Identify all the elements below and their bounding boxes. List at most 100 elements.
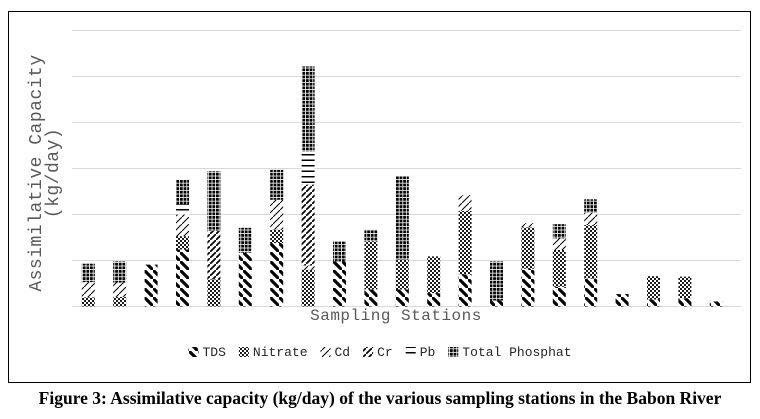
segment-nitrate	[270, 229, 284, 244]
bar-station-11	[395, 176, 409, 307]
figure-caption: Figure 3: Assimilative capacity (kg/day)…	[38, 388, 722, 408]
bar-station-7	[270, 169, 284, 307]
bar-station-4	[176, 179, 189, 307]
segment-nitrate	[458, 210, 472, 275]
segment-tp	[301, 66, 315, 152]
segment-pb	[301, 151, 315, 185]
bar-station-21	[709, 301, 723, 307]
segment-nitrate	[427, 256, 441, 294]
segment-pb	[176, 204, 189, 215]
cr-swatch-icon	[363, 347, 374, 357]
segment-tds	[584, 278, 598, 307]
segment-tp	[270, 169, 284, 200]
segment-tds	[678, 298, 692, 307]
chart-legend: TDS Nitrate Cd Cr Pb Total Phosphat	[188, 345, 572, 360]
segment-tp	[490, 261, 503, 301]
total-phosphat-swatch-icon	[448, 347, 459, 357]
segment-tp	[176, 179, 189, 205]
legend-item-nitrate: Nitrate	[238, 345, 308, 360]
segment-tds	[709, 301, 723, 307]
chart-frame	[8, 11, 751, 383]
bars	[81, 66, 723, 307]
legend-item-cr: Cr	[363, 345, 393, 360]
segment-cd	[458, 195, 472, 211]
segment-tds	[395, 289, 409, 307]
y-axis-label: Assimilative Capacity (kg/day)	[27, 38, 65, 308]
legend-item-pb: Pb	[405, 345, 436, 360]
segment-nitrate	[678, 276, 692, 299]
y-axis-label-line2: (kg/day)	[44, 127, 64, 219]
bar-station-5	[207, 171, 221, 307]
segment-nitrate	[176, 236, 189, 250]
segment-tds	[490, 300, 503, 307]
segment-cd	[113, 282, 127, 297]
segment-tp	[238, 227, 252, 253]
legend-label-total-phosphat: Total Phosphat	[462, 345, 571, 360]
bar-station-1	[81, 263, 95, 307]
segment-cd	[270, 199, 284, 230]
bar-station-20	[678, 276, 692, 307]
segment-tp	[364, 229, 378, 242]
segment-nitrate	[584, 225, 598, 279]
segment-nitrate	[552, 249, 566, 287]
segment-nitrate	[521, 227, 535, 269]
nitrate-swatch-icon	[238, 347, 249, 357]
bar-station-19	[647, 276, 660, 307]
legend-item-cd: Cd	[320, 345, 351, 360]
segment-cd	[176, 214, 189, 237]
legend-label-cd: Cd	[335, 345, 351, 360]
segment-tds	[458, 274, 472, 307]
legend-label-tds: TDS	[203, 345, 227, 360]
segment-tds	[270, 243, 284, 307]
x-axis-label: Sampling Stations	[310, 307, 482, 325]
segment-nitrate	[207, 279, 221, 307]
legend-label-cr: Cr	[377, 345, 393, 360]
bar-station-3	[144, 264, 158, 307]
legend-label-nitrate: Nitrate	[253, 345, 308, 360]
segment-tds	[144, 264, 158, 307]
segment-tds	[176, 249, 189, 307]
bar-station-17	[584, 199, 598, 307]
segment-cr	[207, 231, 221, 280]
tds-swatch-icon	[188, 347, 199, 357]
bar-station-9	[333, 241, 346, 307]
segment-tds	[364, 289, 378, 307]
bar-station-8	[301, 66, 315, 307]
bar-station-13	[458, 195, 472, 307]
bar-station-16	[552, 224, 566, 307]
segment-cd	[301, 265, 315, 270]
segment-tp	[333, 241, 346, 262]
legend-item-tds: TDS	[188, 345, 227, 360]
bar-station-6	[238, 227, 252, 307]
bar-station-2	[113, 261, 127, 307]
segment-nitrate	[395, 259, 409, 290]
segment-nitrate	[364, 241, 378, 290]
segment-tds	[521, 268, 535, 307]
segment-cr	[301, 184, 315, 266]
segment-tds	[647, 299, 660, 307]
segment-cd	[521, 223, 535, 228]
pb-swatch-icon	[405, 347, 416, 357]
segment-tds	[238, 252, 252, 307]
bar-station-18	[615, 294, 629, 307]
segment-tp	[207, 171, 221, 232]
segment-cd	[81, 282, 95, 298]
segment-nitrate	[647, 276, 660, 300]
segment-tp	[395, 176, 409, 260]
segment-tds	[427, 293, 441, 307]
stacked-bar-chart: TDS Nitrate Cd Cr Pb Total Phosphat	[72, 30, 741, 360]
segment-tds	[615, 294, 629, 307]
bar-station-14	[490, 261, 503, 307]
bar-station-15	[521, 223, 535, 307]
segment-tp	[552, 224, 566, 239]
segment-cd	[552, 238, 566, 250]
segment-cd	[584, 212, 598, 226]
segment-nitrate	[81, 297, 95, 307]
segment-tp	[81, 263, 95, 283]
segment-tp	[584, 199, 598, 213]
segment-nitrate	[301, 269, 315, 307]
segment-nitrate	[113, 296, 127, 307]
bar-station-10	[364, 229, 378, 307]
segment-tds	[552, 286, 566, 307]
legend-label-pb: Pb	[420, 345, 436, 360]
